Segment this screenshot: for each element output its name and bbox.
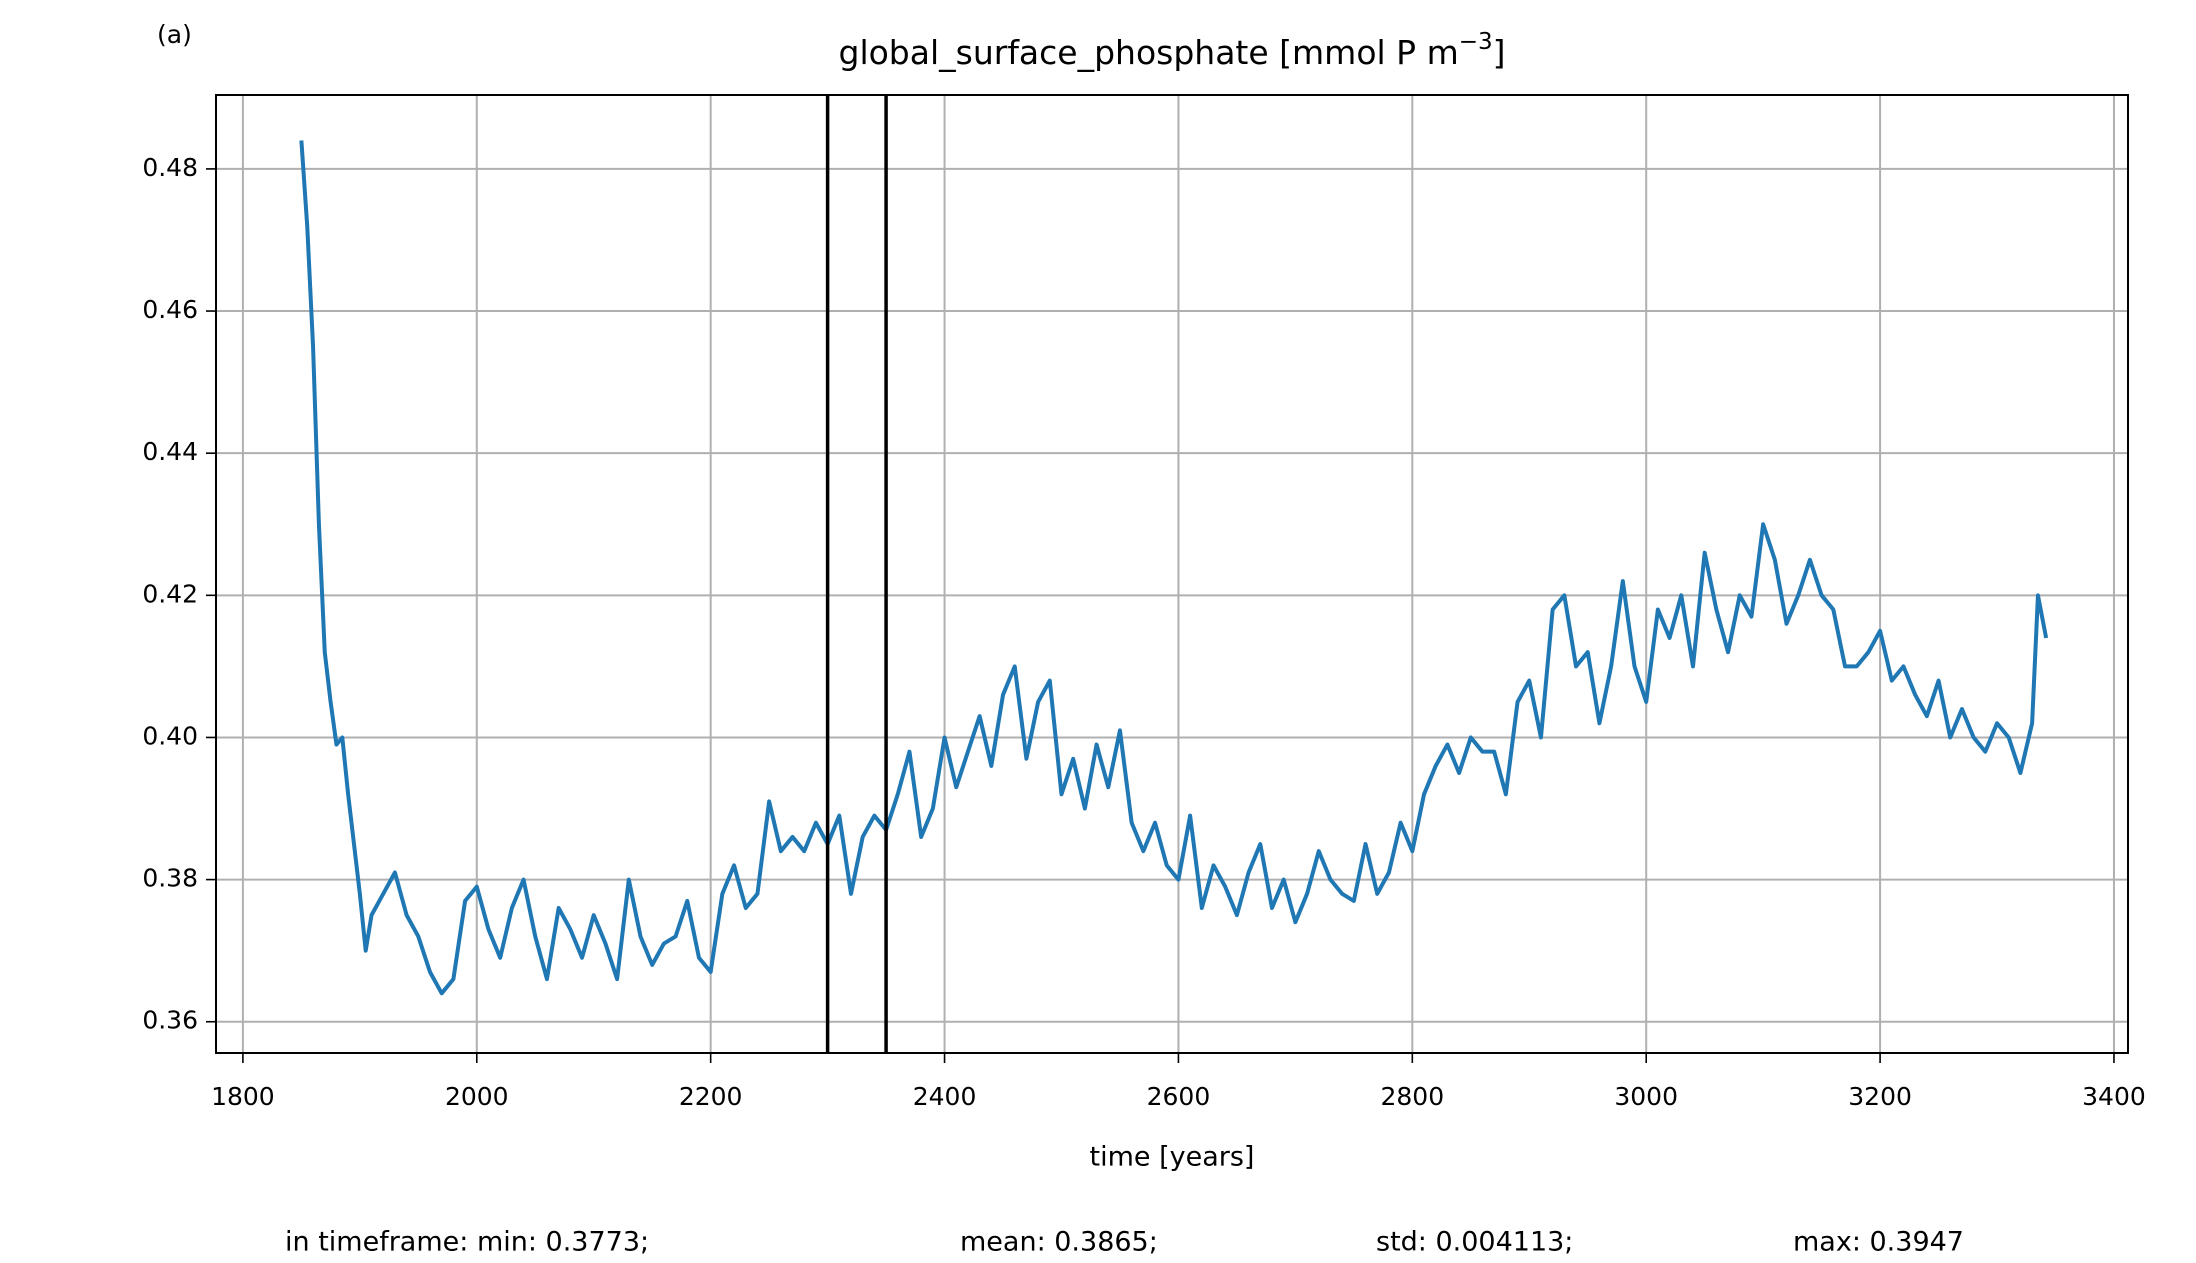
- x-tick-label: 3000: [1614, 1082, 1678, 1111]
- stat-annotation: std: 0.004113;: [1376, 1227, 1573, 1258]
- y-tick-label: 0.48: [142, 153, 198, 182]
- x-tick-label: 3400: [2082, 1082, 2146, 1111]
- stat-annotation: max: 0.3947: [1793, 1227, 1964, 1258]
- x-tick-label: 2400: [913, 1082, 977, 1111]
- stat-annotation: in timeframe: min: 0.3773;: [285, 1227, 649, 1258]
- x-tick-label: 2000: [445, 1082, 509, 1111]
- title-end: ]: [1493, 33, 1506, 72]
- y-tick-label: 0.44: [142, 437, 198, 466]
- data-line: [299, 140, 2049, 996]
- panel-label: (a): [157, 20, 192, 49]
- y-tick-label: 0.42: [142, 579, 198, 608]
- y-tick-label: 0.38: [142, 864, 198, 893]
- x-tick-label: 2800: [1381, 1082, 1445, 1111]
- x-axis-label: time [years]: [1090, 1142, 1255, 1173]
- y-tick-label: 0.36: [142, 1006, 198, 1035]
- chart-title: global_surface_phosphate [mmol P m−3]: [839, 29, 1506, 72]
- x-tick-label: 1800: [211, 1082, 275, 1111]
- title-superscript: −3: [1459, 29, 1493, 55]
- x-tick-label: 2200: [679, 1082, 743, 1111]
- x-tick-label: 3200: [1848, 1082, 1912, 1111]
- y-tick-label: 0.40: [142, 721, 198, 750]
- y-tick-label: 0.46: [142, 295, 198, 324]
- plot-frame: [215, 94, 2129, 1054]
- x-tick-label: 2600: [1147, 1082, 1211, 1111]
- title-main: global_surface_phosphate [mmol P m: [839, 33, 1459, 72]
- stat-annotation: mean: 0.3865;: [960, 1227, 1158, 1258]
